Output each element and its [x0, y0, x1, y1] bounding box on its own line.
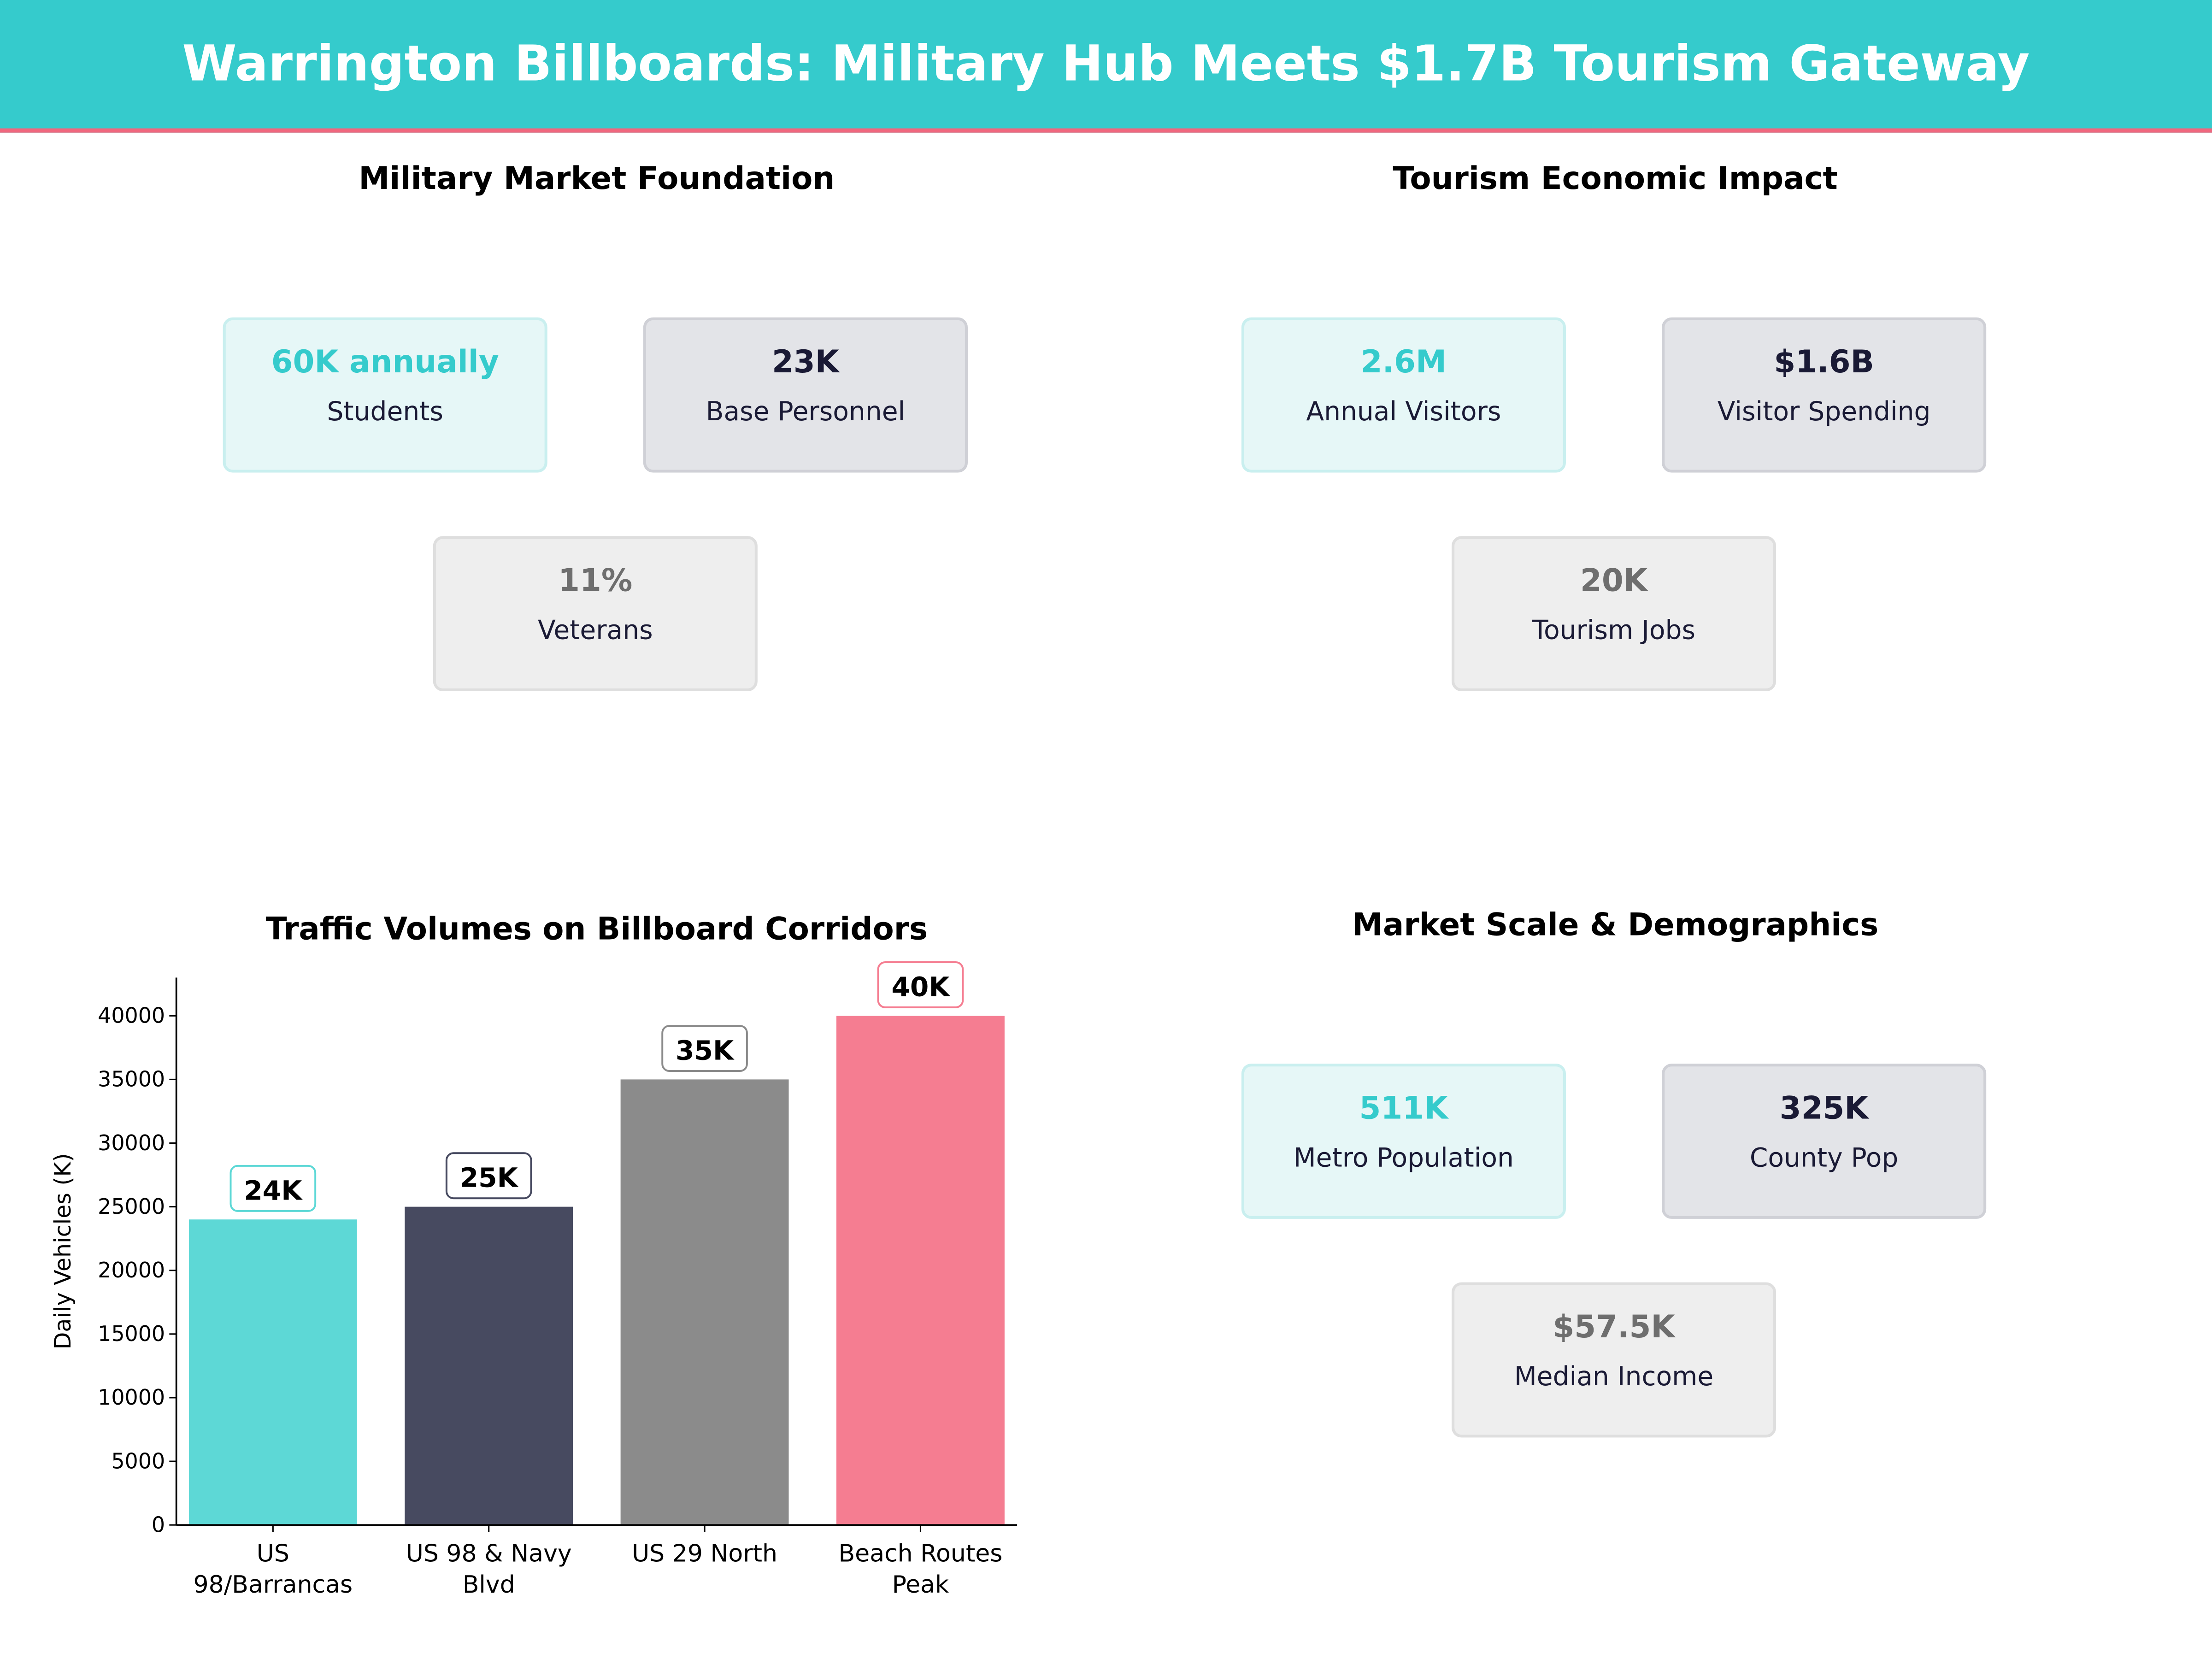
y-tick-label: 20000: [98, 1258, 165, 1282]
stat-value: 23K: [771, 345, 839, 381]
bar: [188, 1219, 357, 1525]
stat-card-base-personnel: 23K Base Personnel: [643, 317, 968, 473]
page-title: Warrington Billboards: Military Hub Meet…: [182, 36, 2030, 93]
stat-card-students: 60K annually Students: [223, 317, 547, 473]
data-label: 24K: [244, 1175, 303, 1206]
x-tick-label: 98/Barrancas: [194, 1571, 353, 1599]
stat-label: Tourism Jobs: [1532, 616, 1696, 647]
stat-label: County Pop: [1749, 1144, 1899, 1174]
y-tick-label: 35000: [98, 1067, 165, 1092]
stat-label: Base Personnel: [706, 398, 906, 428]
stat-value: 2.6M: [1360, 345, 1447, 381]
x-tick-label: US: [257, 1540, 289, 1568]
data-label: 40K: [891, 971, 950, 1002]
stat-card-metro-population: 511K Metro Population: [1241, 1064, 1566, 1219]
stat-label: Metro Population: [1293, 1144, 1514, 1174]
data-label: 25K: [460, 1162, 519, 1194]
panel-title-military: Military Market Foundation: [359, 162, 835, 198]
stat-label: Annual Visitors: [1306, 398, 1501, 428]
chart-title: Traffic Volumes on Billboard Corridors: [266, 911, 928, 947]
stat-card-annual-visitors: 2.6M Annual Visitors: [1241, 317, 1566, 473]
y-axis-label: Daily Vehicles (K): [50, 1153, 76, 1349]
stat-value: $57.5K: [1553, 1310, 1675, 1346]
data-label-box: [661, 1025, 748, 1072]
stat-card-tourism-jobs: 20K Tourism Jobs: [1451, 536, 1777, 691]
bar: [836, 1016, 1005, 1525]
stat-card-median-income: $57.5K Median Income: [1451, 1282, 1777, 1438]
y-tick-label: 40000: [98, 1003, 165, 1028]
bar: [620, 1079, 789, 1525]
stat-value: 325K: [1779, 1092, 1869, 1127]
header-banner: Warrington Billboards: Military Hub Meet…: [0, 0, 2212, 133]
data-label-box: [445, 1152, 532, 1200]
stat-value: $1.6B: [1774, 345, 1874, 381]
stat-label: Visitor Spending: [1717, 398, 1931, 428]
data-label-box: [877, 961, 964, 1008]
x-tick-label: Beach Routes: [838, 1540, 1002, 1568]
y-tick-label: 25000: [98, 1194, 165, 1219]
stat-label: Veterans: [537, 616, 653, 647]
stat-value: 11%: [558, 564, 633, 600]
x-tick-label: US 29 North: [632, 1540, 777, 1568]
panel-title-market: Market Scale & Demographics: [1352, 908, 1879, 944]
data-label: 35K: [676, 1035, 735, 1066]
stat-value: 511K: [1359, 1092, 1448, 1127]
y-tick-label: 5000: [111, 1448, 165, 1473]
stat-card-veterans: 11% Veterans: [433, 536, 758, 691]
panel-title-tourism: Tourism Economic Impact: [1393, 162, 1838, 198]
y-tick-label: 10000: [98, 1385, 165, 1410]
x-tick-label: Peak: [892, 1571, 949, 1599]
stat-value: 60K annually: [271, 345, 499, 381]
bar: [405, 1206, 573, 1525]
y-tick-label: 30000: [98, 1130, 165, 1155]
x-tick-label: Blvd: [463, 1571, 515, 1599]
stat-card-county-pop: 325K County Pop: [1662, 1064, 1987, 1219]
stat-label: Students: [327, 398, 443, 428]
stat-label: Median Income: [1514, 1363, 1714, 1393]
stat-card-visitor-spending: $1.6B Visitor Spending: [1662, 317, 1987, 473]
data-label-box: [229, 1165, 317, 1212]
stat-value: 20K: [1580, 564, 1647, 600]
x-tick-label: US 98 & Navy: [406, 1540, 572, 1568]
y-tick-label: 0: [152, 1512, 165, 1537]
y-tick-label: 15000: [98, 1321, 165, 1346]
